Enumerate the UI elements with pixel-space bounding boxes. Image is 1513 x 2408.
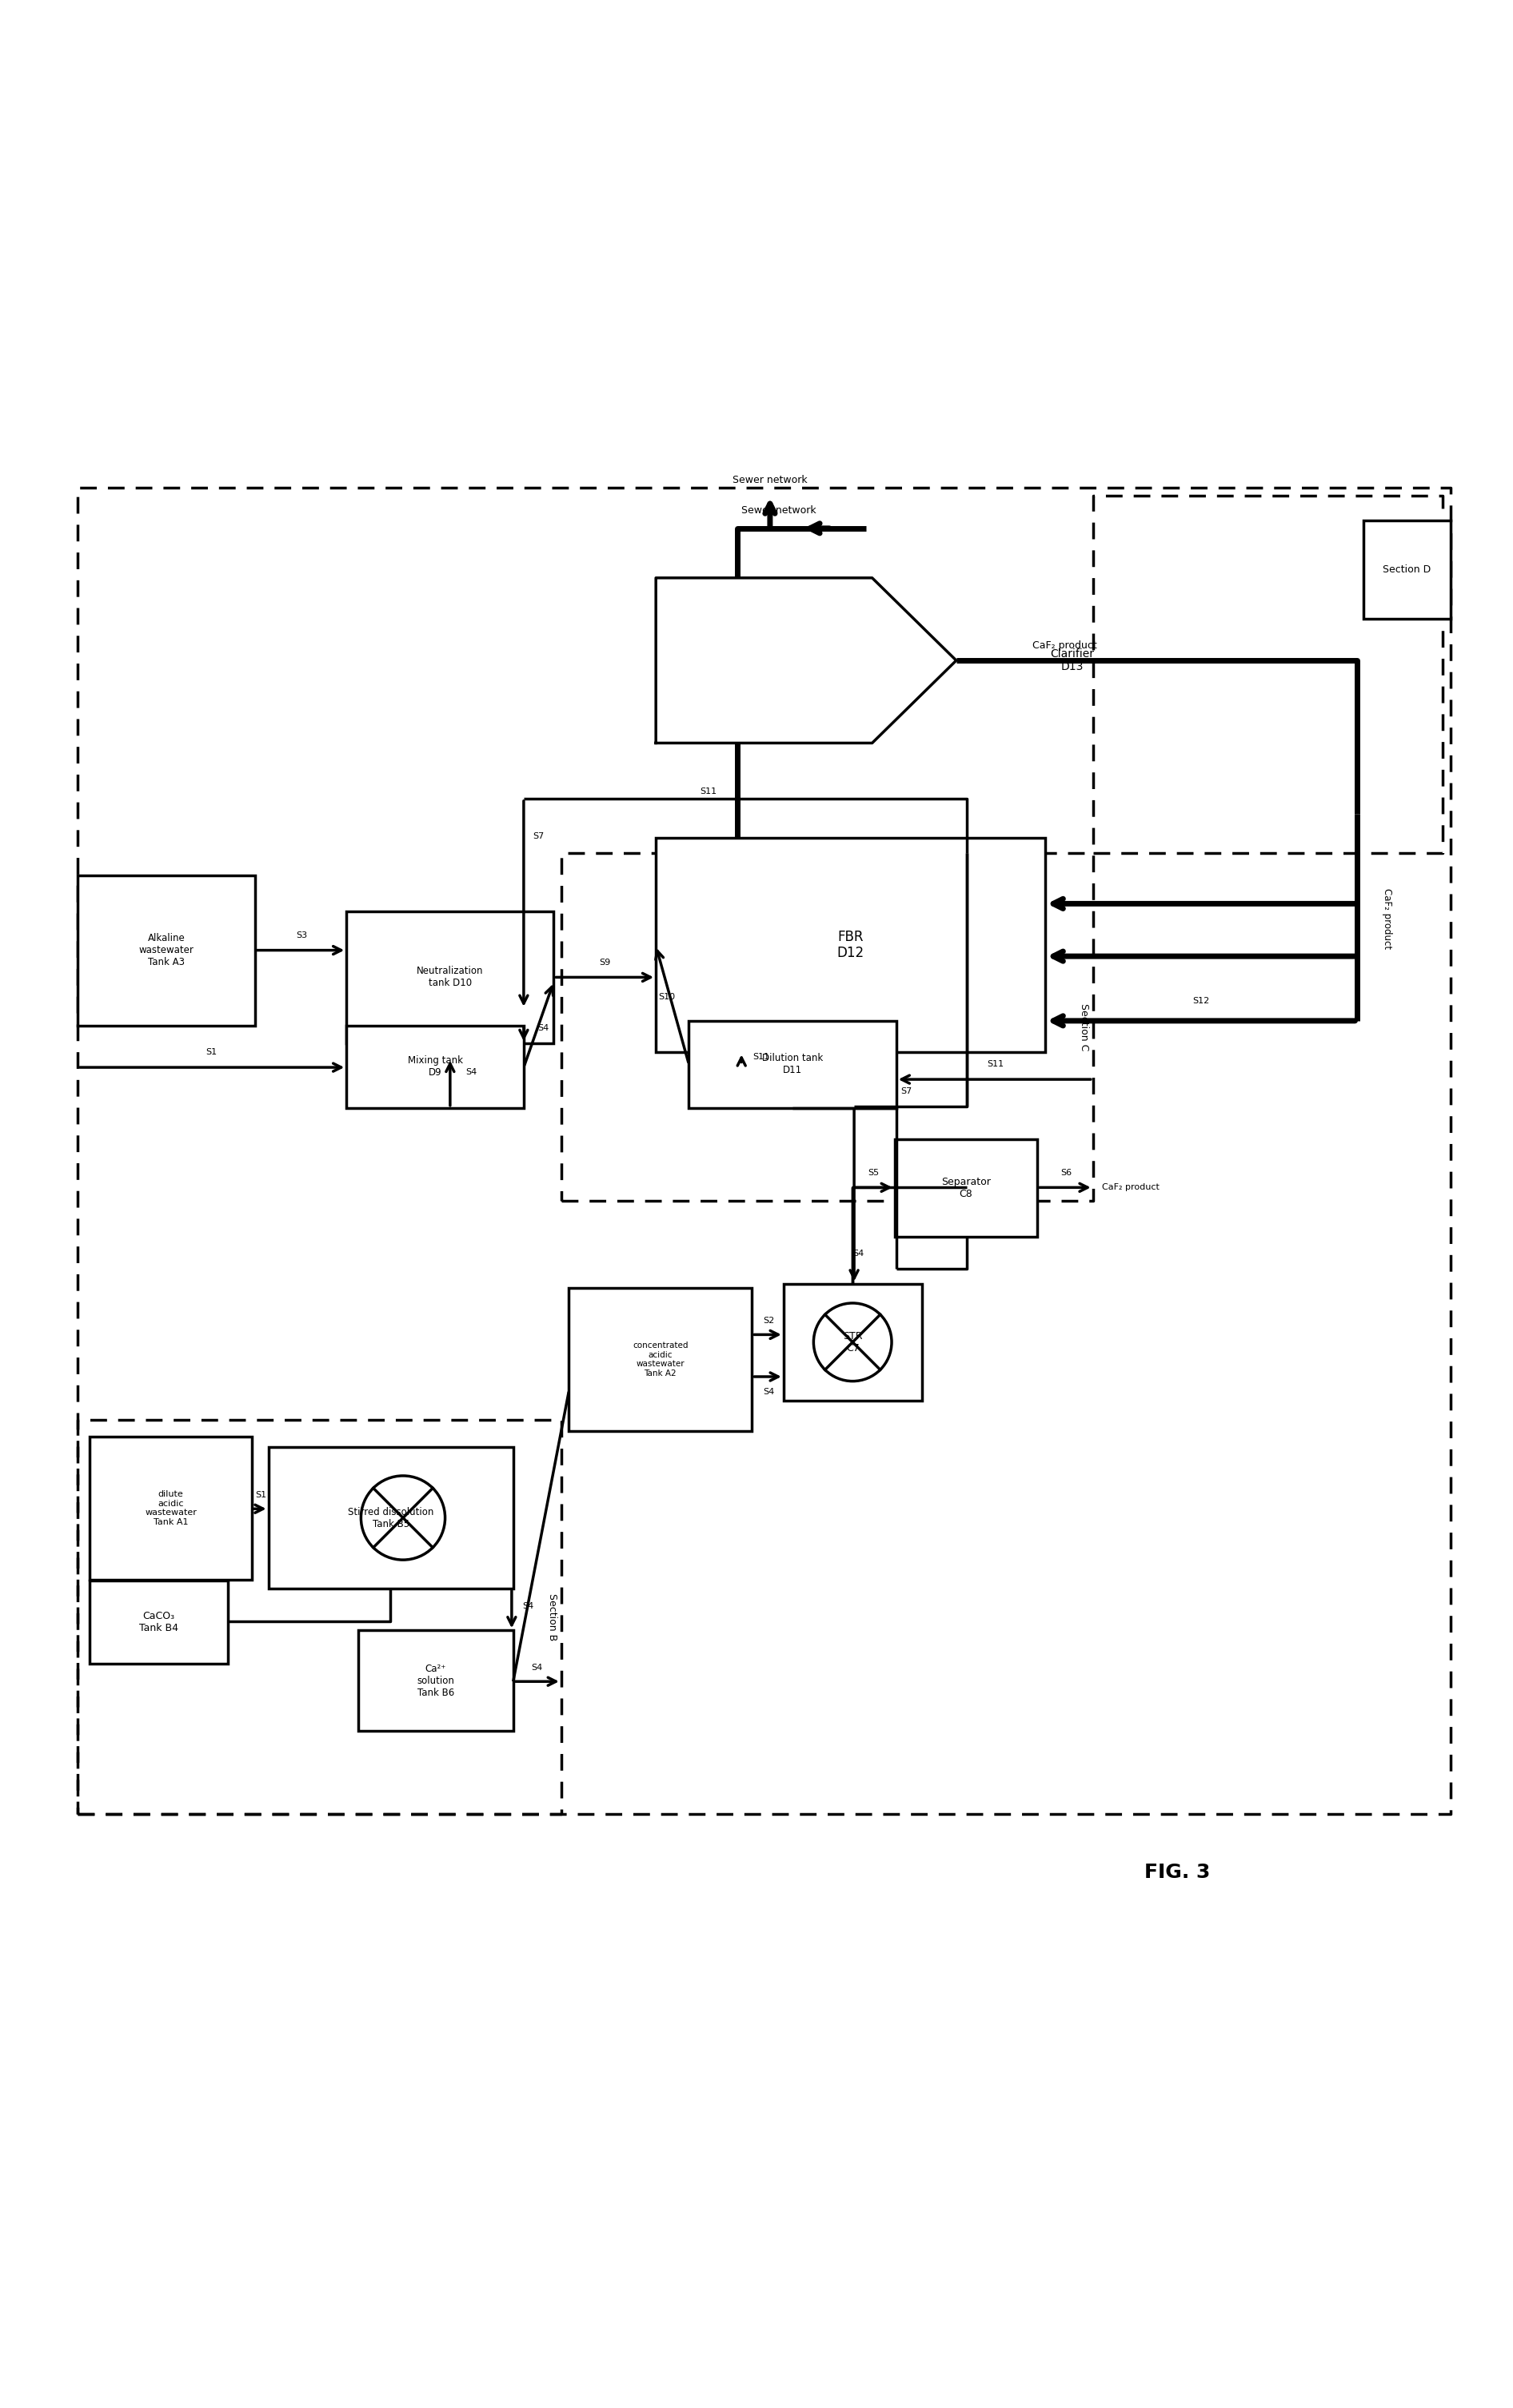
Text: Mixing tank
D9: Mixing tank D9 (407, 1055, 463, 1079)
FancyBboxPatch shape (268, 1447, 513, 1589)
Text: Stirred dissolution
Tank B5: Stirred dissolution Tank B5 (348, 1507, 434, 1529)
Text: S4: S4 (763, 1387, 775, 1397)
Text: CaF₂ product: CaF₂ product (1101, 1182, 1159, 1192)
FancyBboxPatch shape (569, 1288, 752, 1430)
Text: Sewer network: Sewer network (741, 506, 817, 515)
Text: CaCO₃
Tank B4: CaCO₃ Tank B4 (139, 1611, 179, 1633)
Text: S4: S4 (466, 1067, 477, 1076)
Text: Section D: Section D (1383, 563, 1431, 576)
Text: Clarifier
D13: Clarifier D13 (1050, 648, 1094, 672)
Text: S4: S4 (537, 1023, 549, 1033)
Polygon shape (655, 578, 956, 744)
FancyBboxPatch shape (346, 910, 554, 1043)
FancyBboxPatch shape (89, 1582, 228, 1664)
Text: S1: S1 (206, 1047, 216, 1057)
Text: S11: S11 (986, 1060, 1003, 1069)
FancyBboxPatch shape (359, 1630, 513, 1731)
Text: Section B: Section B (548, 1594, 557, 1640)
Text: S12: S12 (1192, 997, 1209, 1004)
Text: Separator
C8: Separator C8 (941, 1178, 991, 1199)
Text: S11: S11 (752, 1052, 770, 1062)
FancyBboxPatch shape (77, 874, 254, 1026)
Text: S11: S11 (701, 787, 717, 795)
Text: Sewer network: Sewer network (732, 474, 808, 486)
Text: Alkaline
wastewater
Tank A3: Alkaline wastewater Tank A3 (139, 932, 194, 968)
Text: S4: S4 (531, 1664, 543, 1671)
FancyBboxPatch shape (688, 1021, 896, 1108)
Text: S1: S1 (256, 1491, 266, 1500)
Text: dilute
acidic
wastewater
Tank A1: dilute acidic wastewater Tank A1 (145, 1491, 197, 1527)
Text: S9: S9 (599, 958, 611, 966)
Text: S7: S7 (533, 833, 545, 840)
Text: Section C: Section C (1079, 1004, 1089, 1050)
FancyBboxPatch shape (655, 838, 1045, 1052)
Text: Neutralization
tank D10: Neutralization tank D10 (416, 966, 484, 987)
Text: S7: S7 (902, 1088, 912, 1096)
FancyBboxPatch shape (346, 1026, 523, 1108)
Text: FBR
D12: FBR D12 (837, 929, 864, 961)
Text: CaF₂ product: CaF₂ product (1032, 641, 1097, 650)
Text: S5: S5 (868, 1168, 879, 1178)
Text: S6: S6 (1061, 1168, 1071, 1178)
Text: concentrated
acidic
wastewater
Tank A2: concentrated acidic wastewater Tank A2 (632, 1341, 688, 1377)
FancyBboxPatch shape (1363, 520, 1451, 619)
FancyBboxPatch shape (89, 1438, 251, 1580)
Text: STR
C7: STR C7 (843, 1332, 862, 1353)
Text: S2: S2 (763, 1317, 775, 1324)
Text: CaF₂ product: CaF₂ product (1381, 889, 1392, 949)
Text: S4: S4 (522, 1601, 534, 1611)
Text: FIG. 3: FIG. 3 (1144, 1861, 1210, 1881)
Text: S4: S4 (853, 1250, 864, 1257)
Text: Dilution tank
D11: Dilution tank D11 (763, 1052, 823, 1076)
FancyBboxPatch shape (894, 1139, 1038, 1238)
Text: Ca²⁺
solution
Tank B6: Ca²⁺ solution Tank B6 (418, 1664, 454, 1698)
Text: S3: S3 (295, 932, 307, 939)
Text: S10: S10 (658, 992, 675, 1002)
FancyBboxPatch shape (784, 1283, 921, 1401)
